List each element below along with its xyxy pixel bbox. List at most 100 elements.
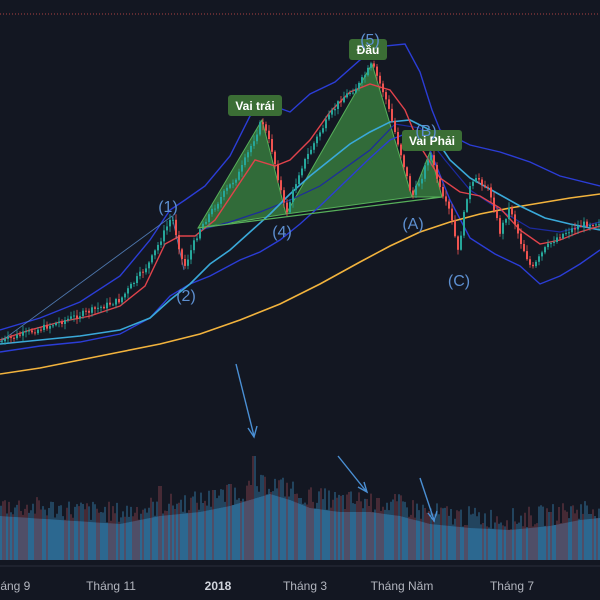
candle-body [184, 259, 186, 266]
candle-body [58, 321, 60, 323]
candle-body [250, 146, 252, 153]
candle-body [361, 77, 363, 83]
candle-body [142, 271, 144, 273]
candle-body [28, 330, 30, 332]
candle-body [577, 226, 579, 230]
candle-body [346, 93, 348, 98]
candle-body [523, 244, 525, 252]
x-tick-label: háng 9 [0, 579, 31, 593]
candle-body [232, 182, 234, 185]
left-shoulder-label: Vai trái [235, 99, 274, 113]
candle-body [526, 251, 528, 260]
candle-body [46, 324, 48, 329]
candle-body [571, 228, 573, 233]
wave-label-c: (C) [448, 273, 470, 290]
candle-body [418, 183, 420, 186]
candle-body [202, 223, 204, 230]
candle-body [457, 236, 459, 250]
candle-body [568, 232, 570, 234]
candle-body [334, 109, 336, 111]
candle-body [208, 214, 210, 222]
candle-body [508, 207, 510, 220]
candle-body [289, 202, 291, 213]
candle-body [163, 230, 165, 242]
right-shoulder-label: Vai Phải [409, 134, 455, 148]
candle-body [328, 114, 330, 120]
candle-body [487, 187, 489, 189]
candle-body [331, 110, 333, 115]
candle-body [481, 179, 483, 186]
candle-body [4, 338, 6, 342]
candle-body [25, 331, 27, 333]
candle-body [91, 307, 93, 313]
candle-body [406, 167, 408, 177]
head-label-box [349, 39, 387, 60]
candle-body [22, 331, 24, 336]
candle-body [181, 249, 183, 259]
arrow-1-head [247, 425, 258, 439]
candle-body [370, 63, 372, 68]
candle-body [49, 326, 51, 329]
candle-body [580, 226, 582, 227]
candle-body [460, 235, 462, 250]
candle-body [106, 302, 108, 309]
candle-body [310, 149, 312, 154]
candle-body [187, 259, 189, 266]
wave-label-2: (2) [176, 288, 196, 305]
candle-body [103, 306, 105, 309]
candle-body [19, 334, 21, 336]
candle-body [421, 178, 423, 184]
candle-body [541, 252, 543, 257]
left-shoulder-label-box [228, 95, 282, 116]
wave-label-a: (A) [402, 216, 423, 233]
candle-body [502, 222, 504, 234]
arrow-2-head [357, 481, 369, 494]
volume-area [0, 494, 600, 560]
candle-body [241, 165, 243, 172]
candle-body [355, 88, 357, 93]
candle-body [262, 122, 264, 125]
candle-body [109, 302, 111, 305]
candle-body [55, 323, 57, 326]
volume-layer [0, 456, 600, 560]
candle-body [160, 241, 162, 245]
candle-body [244, 157, 246, 166]
candle-body [199, 229, 201, 239]
indicator-lines [0, 43, 600, 375]
candle-body [574, 228, 576, 230]
candle-body [205, 222, 207, 224]
candle-body [337, 101, 339, 109]
candle-body [466, 199, 468, 212]
candle-body [304, 159, 306, 169]
candle-body [94, 307, 96, 309]
candle-body [454, 220, 456, 237]
candle-body [97, 307, 99, 309]
candle-body [379, 75, 381, 84]
candle-body [478, 178, 480, 180]
wave-label-b: (B) [415, 123, 436, 140]
candle-body [385, 92, 387, 100]
candle-body [307, 153, 309, 159]
upper-band [0, 43, 600, 331]
candle-body [253, 141, 255, 146]
candle-body [73, 315, 75, 317]
candle-body [31, 330, 33, 333]
candle-body [61, 321, 63, 324]
candle-body [154, 250, 156, 256]
wave-label-4: (4) [272, 224, 292, 241]
pattern-labels: Vai trái Đầu Vai Phải [228, 39, 462, 151]
candle-body [409, 176, 411, 191]
arrow-3 [419, 477, 435, 521]
candle-body [76, 315, 78, 319]
candle-body [445, 196, 447, 202]
candle-body [7, 336, 9, 339]
candle-body [529, 259, 531, 265]
candle-body [283, 190, 285, 203]
right-shoulder-label-box [402, 130, 462, 151]
candle-body [268, 130, 270, 139]
candle-body [322, 128, 324, 133]
candle-body [10, 336, 12, 338]
candle-body [427, 160, 429, 166]
x-tick-label: Tháng 11 [86, 579, 136, 593]
